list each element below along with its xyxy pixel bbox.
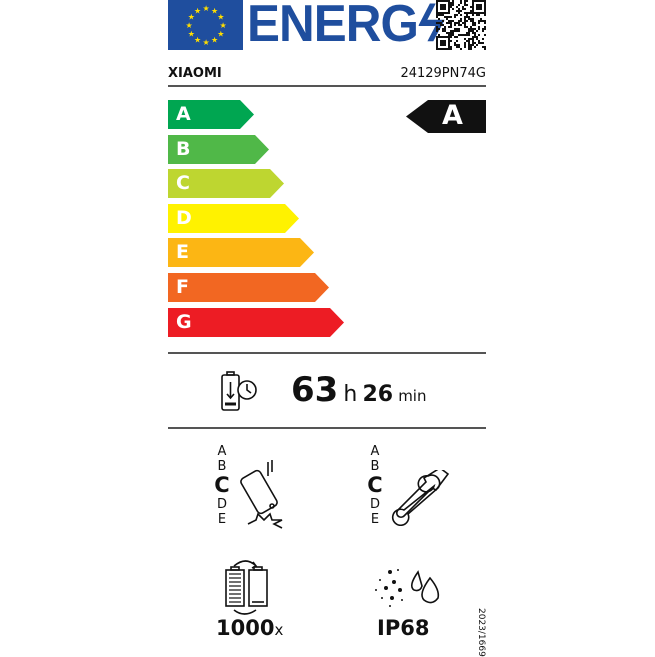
divider [168, 85, 486, 87]
divider [168, 352, 486, 354]
svg-text:★: ★ [211, 36, 218, 45]
battery-endurance-value: 63 h 26 min [291, 370, 427, 410]
rating-letter: B [370, 459, 380, 474]
energy-class-bar-b: B [168, 134, 269, 164]
qr-code[interactable] [436, 0, 486, 50]
rating-letter: A [370, 444, 380, 459]
energy-class-letter: E [176, 241, 189, 264]
rating-letter: E [370, 512, 380, 527]
svg-text:★: ★ [211, 6, 218, 15]
battery-cycles-value: 1000x [216, 616, 284, 640]
energy-class-bar-a: A [168, 100, 254, 129]
eu-flag-logo: ★ ★ ★ ★ ★ ★ ★ ★ ★ ★ ★ ★ [168, 0, 243, 50]
model-id: 24129PN74G [400, 66, 486, 81]
svg-text:★: ★ [186, 21, 193, 30]
svg-text:★: ★ [188, 30, 195, 39]
energy-class-bar-g: G [168, 307, 344, 337]
energy-class-arrow: A [406, 100, 486, 133]
rating-letter: D [369, 497, 380, 512]
energy-class-letter: G [176, 310, 192, 333]
svg-text:★: ★ [194, 6, 201, 15]
rating-letter: B [217, 459, 227, 474]
brand-name: XIAOMI [168, 66, 222, 81]
rating-letter: A [217, 444, 227, 459]
rating-letter: D [216, 497, 227, 512]
energy-class-bar-f: F [168, 273, 329, 302]
energy-class-value: A [442, 100, 463, 131]
svg-text:★: ★ [203, 38, 210, 47]
energy-logo: ENERGϟ [247, 0, 444, 53]
phone-drop-icon [238, 460, 290, 534]
repair-tools-icon [388, 467, 450, 530]
energy-class-letter: F [176, 276, 189, 298]
svg-text:★: ★ [217, 30, 224, 39]
energy-class-letter: D [176, 206, 192, 229]
rating-letter: C [367, 473, 383, 497]
divider [168, 427, 486, 429]
regulation-number: 2023/1669 [476, 608, 486, 657]
rating-letter: E [217, 512, 227, 527]
energy-class-bar-d: D [168, 203, 299, 233]
battery-endurance-icon [220, 370, 262, 416]
svg-text:★: ★ [203, 4, 210, 13]
energy-class-bar-c: C [168, 169, 284, 199]
energy-class-letter: B [176, 137, 191, 160]
svg-text:★: ★ [194, 36, 201, 45]
rating-letter: C [214, 473, 230, 497]
battery-cycles-icon [222, 556, 274, 620]
svg-text:★: ★ [220, 21, 227, 30]
svg-text:★: ★ [188, 13, 195, 22]
energy-class-letter: A [176, 103, 191, 125]
dust-water-icon [372, 568, 442, 614]
svg-text:★: ★ [217, 13, 224, 22]
energy-class-letter: C [176, 172, 190, 195]
energy-class-bar-e: E [168, 238, 314, 268]
ip-rating-value: IP68 [377, 616, 430, 640]
